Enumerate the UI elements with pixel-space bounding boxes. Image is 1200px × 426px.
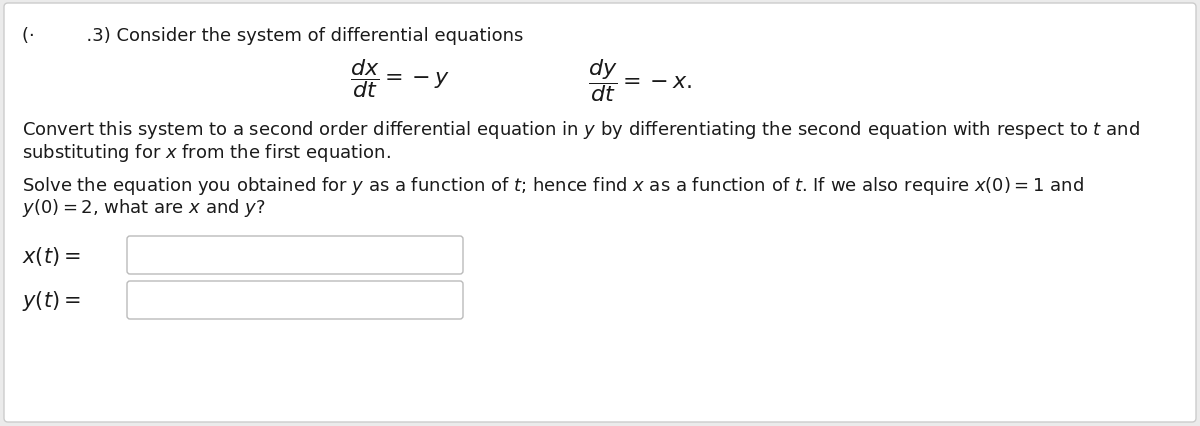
Text: (·         .3) Consider the system of differential equations: (· .3) Consider the system of differenti…: [22, 27, 523, 45]
Text: $x(t) =$: $x(t) =$: [22, 244, 80, 267]
Text: $y(0) = 2$, what are $x$ and $y$?: $y(0) = 2$, what are $x$ and $y$?: [22, 196, 265, 219]
Text: Convert this system to a second order differential equation in $y$ by differenti: Convert this system to a second order di…: [22, 119, 1140, 141]
FancyBboxPatch shape: [127, 236, 463, 274]
Text: $\dfrac{dy}{dt} = -x.$: $\dfrac{dy}{dt} = -x.$: [588, 57, 692, 104]
FancyBboxPatch shape: [127, 281, 463, 319]
Text: substituting for $x$ from the first equation.: substituting for $x$ from the first equa…: [22, 142, 391, 164]
Text: Solve the equation you obtained for $y$ as a function of $t$; hence find $x$ as : Solve the equation you obtained for $y$ …: [22, 175, 1084, 196]
Text: $y(t) =$: $y(t) =$: [22, 288, 80, 312]
Text: $\dfrac{dx}{dt} = -y$: $\dfrac{dx}{dt} = -y$: [350, 57, 450, 100]
FancyBboxPatch shape: [4, 4, 1196, 422]
